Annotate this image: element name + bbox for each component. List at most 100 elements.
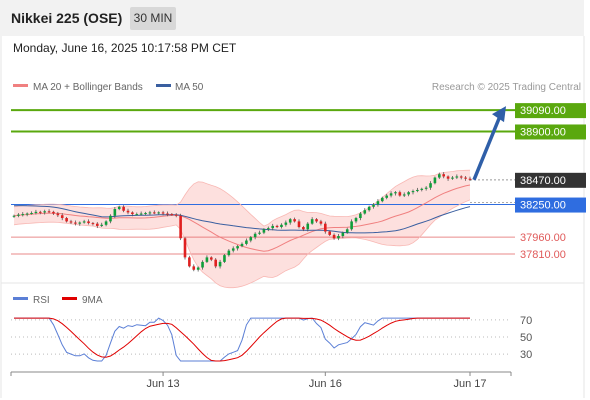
candle-body xyxy=(126,210,130,213)
candle-body xyxy=(43,211,46,213)
candle-body xyxy=(398,192,402,196)
candle-body xyxy=(25,213,29,215)
candle-body xyxy=(337,236,340,239)
candle-body xyxy=(451,177,454,179)
candles xyxy=(12,172,472,272)
candle-body xyxy=(328,231,331,235)
rsi-panel: 70 50 30 xyxy=(11,315,532,362)
candle-body xyxy=(52,211,55,214)
candle-body xyxy=(280,224,283,228)
candle-body xyxy=(218,261,222,267)
candle-body xyxy=(258,232,261,234)
candle-body xyxy=(113,209,117,216)
candle-body xyxy=(407,192,410,195)
legend-ma20-label: MA 20 + Bollinger Bands xyxy=(33,82,143,93)
candle-body xyxy=(12,215,16,217)
level-labels: 39090.00 38900.00 38470.00 38250.00 37960.00… xyxy=(515,103,586,261)
candle-body xyxy=(402,194,406,196)
candle-body xyxy=(87,221,90,224)
rsi-tick-label: 30 xyxy=(520,349,532,361)
rsi-ma-line xyxy=(14,317,470,362)
x-axis-labels: Jun 13 Jun 16 Jun 17 xyxy=(10,372,512,390)
candle-body xyxy=(78,222,82,224)
candle-body xyxy=(249,237,253,241)
candle-body xyxy=(433,177,437,184)
candle-body xyxy=(350,221,353,230)
x-tick-label: Jun 16 xyxy=(309,378,342,390)
candle-body xyxy=(275,225,279,228)
candle-body xyxy=(345,229,349,233)
candle-body xyxy=(17,214,20,216)
rsi-tick-label: 70 xyxy=(520,315,532,327)
support-label: 37810.00 xyxy=(520,249,566,261)
candle-body xyxy=(196,267,200,270)
chart-datetime: Monday, June 16, 2025 10:17:58 PM CET xyxy=(13,41,237,55)
candle-body xyxy=(293,219,296,222)
candle-body xyxy=(21,214,25,216)
candle-body xyxy=(47,211,51,213)
bollinger-lower-line xyxy=(13,199,471,289)
bollinger-band-area xyxy=(14,170,470,288)
candle-body xyxy=(306,223,310,230)
candle-body xyxy=(174,214,178,216)
instrument-title: Nikkei 225 (OSE) xyxy=(11,10,123,26)
candle-body xyxy=(394,192,397,194)
pivot-label: 38250.00 xyxy=(520,200,566,212)
candle-body xyxy=(381,197,384,202)
candle-body xyxy=(376,201,380,205)
candle-body xyxy=(96,223,99,226)
candle-body xyxy=(354,218,358,222)
candle-body xyxy=(341,232,345,237)
candle-body xyxy=(468,178,472,180)
x-tick-label: Jun 17 xyxy=(453,378,486,390)
candle-body xyxy=(144,212,147,214)
candle-body xyxy=(367,206,371,211)
candle-body xyxy=(166,213,169,215)
timeframe-button[interactable]: 30 MIN xyxy=(130,7,176,30)
candle-body xyxy=(424,187,428,189)
candle-body xyxy=(363,210,367,214)
candle-body xyxy=(214,259,217,267)
candle-body xyxy=(240,243,244,247)
candle-body xyxy=(332,234,336,239)
copyright-text: Research © 2025 Trading Central xyxy=(432,82,581,93)
candle-body xyxy=(39,211,42,213)
legend-rsi-swatch xyxy=(13,297,28,300)
ma50-line xyxy=(13,205,471,234)
resistance-label: 39090.00 xyxy=(520,105,566,117)
candle-body xyxy=(139,213,143,215)
candle-body xyxy=(231,248,235,251)
legend-ma50-swatch xyxy=(156,84,171,87)
candle-body xyxy=(170,214,174,216)
candle-body xyxy=(438,174,441,178)
candle-body xyxy=(131,212,134,215)
arrow-head xyxy=(492,106,506,123)
candle-body xyxy=(188,257,191,267)
candle-body xyxy=(442,174,445,177)
candle-body xyxy=(34,211,38,213)
candle-body xyxy=(153,212,156,214)
bollinger-upper-line xyxy=(13,169,471,227)
candle-body xyxy=(74,222,77,224)
last-label-box xyxy=(515,172,586,188)
legend-ma50-label: MA 50 xyxy=(175,82,204,93)
candle-body xyxy=(122,206,125,211)
candle-body xyxy=(310,219,314,224)
last-label: 38470.00 xyxy=(520,175,566,187)
candle-body xyxy=(183,238,187,258)
candle-body xyxy=(69,221,73,223)
x-tick-label: Jun 13 xyxy=(147,378,180,390)
candle-body xyxy=(135,214,139,216)
candle-body xyxy=(109,215,112,222)
candle-body xyxy=(455,176,459,178)
rsi-tick-label: 50 xyxy=(520,332,532,344)
legend-ma20-swatch xyxy=(13,84,28,87)
candle-body xyxy=(297,221,301,228)
candle-body xyxy=(459,176,463,178)
candle-body xyxy=(104,221,108,225)
candle-body xyxy=(464,177,467,179)
candle-body xyxy=(262,229,266,233)
candle-body xyxy=(372,204,375,207)
candle-body xyxy=(100,224,103,226)
candle-body xyxy=(82,221,86,223)
